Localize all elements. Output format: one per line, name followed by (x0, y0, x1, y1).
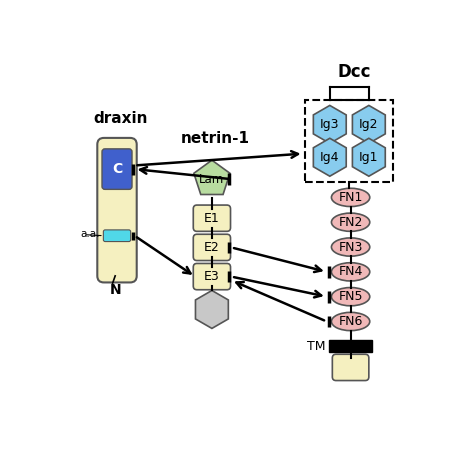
Polygon shape (313, 105, 346, 143)
FancyBboxPatch shape (193, 234, 230, 261)
Text: Ig1: Ig1 (359, 151, 379, 164)
Text: Ig4: Ig4 (320, 151, 339, 164)
Bar (305, 100, 393, 182)
Text: FN4: FN4 (338, 265, 363, 278)
Ellipse shape (331, 213, 370, 231)
Text: FN1: FN1 (338, 191, 363, 204)
FancyBboxPatch shape (97, 138, 137, 283)
Ellipse shape (331, 188, 370, 207)
Polygon shape (195, 291, 228, 328)
Text: Lam: Lam (199, 173, 225, 186)
Text: a.a.: a.a. (80, 229, 100, 239)
Text: E3: E3 (204, 270, 220, 283)
Polygon shape (352, 138, 385, 176)
Text: FN5: FN5 (338, 290, 363, 303)
FancyBboxPatch shape (193, 264, 230, 290)
Text: N: N (109, 283, 121, 298)
Ellipse shape (331, 312, 370, 331)
FancyBboxPatch shape (332, 354, 369, 381)
Polygon shape (194, 160, 230, 194)
Text: FN3: FN3 (338, 240, 363, 254)
FancyBboxPatch shape (102, 149, 132, 190)
Polygon shape (352, 105, 385, 143)
Text: Ig3: Ig3 (320, 118, 339, 131)
Text: FN6: FN6 (338, 315, 363, 328)
Bar (328, 340, 373, 352)
FancyBboxPatch shape (103, 230, 131, 242)
Polygon shape (313, 138, 346, 176)
Text: netrin-1: netrin-1 (181, 131, 250, 146)
Text: E1: E1 (204, 212, 220, 225)
Text: FN2: FN2 (338, 216, 363, 229)
Ellipse shape (331, 238, 370, 256)
Text: E2: E2 (204, 241, 220, 254)
FancyBboxPatch shape (193, 205, 230, 231)
Ellipse shape (331, 288, 370, 306)
Text: C: C (112, 162, 122, 176)
Ellipse shape (331, 263, 370, 281)
Text: Dcc: Dcc (337, 63, 371, 81)
Text: TM: TM (307, 340, 325, 353)
Text: draxin: draxin (93, 111, 148, 126)
Text: Ig2: Ig2 (359, 118, 379, 131)
